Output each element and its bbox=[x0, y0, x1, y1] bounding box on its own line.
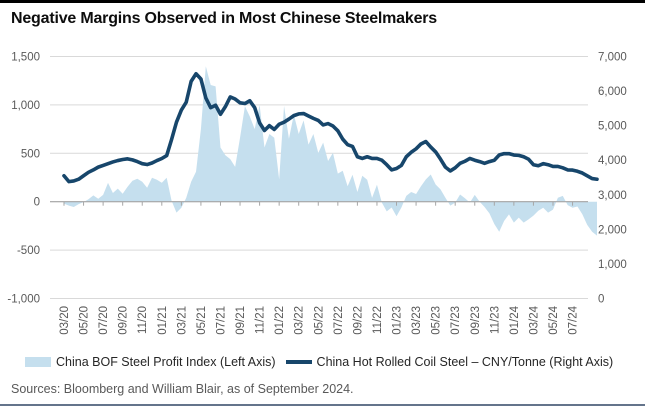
x-axis-tick-label: 11/22 bbox=[372, 306, 384, 334]
x-axis-tick-label: 03/20 bbox=[59, 306, 71, 335]
x-axis-tick-label: 07/21 bbox=[215, 306, 227, 335]
x-axis-tick-label: 09/23 bbox=[470, 306, 482, 335]
right-axis-tick-label: 0 bbox=[598, 294, 604, 306]
chart-title: Negative Margins Observed in Most Chines… bbox=[11, 10, 438, 27]
x-axis-tick-label: 09/22 bbox=[352, 306, 364, 335]
line-swatch-icon bbox=[285, 360, 312, 364]
x-axis-tick-label: 01/22 bbox=[274, 306, 286, 335]
x-axis-tick-label: 03/24 bbox=[528, 305, 540, 334]
chart-legend: China BOF Steel Profit Index (Left Axis)… bbox=[25, 355, 613, 369]
x-axis-tick-label: 03/22 bbox=[294, 306, 306, 335]
right-axis-tick-label: 6,000 bbox=[598, 86, 627, 98]
legend-label-hrc: China Hot Rolled Coil Steel – CNY/Tonne … bbox=[316, 355, 614, 369]
profit-index-area bbox=[64, 66, 597, 236]
left-axis-tick-label: 0 bbox=[34, 197, 40, 209]
x-axis-tick-label: 03/23 bbox=[411, 306, 423, 335]
x-axis-tick-label: 05/23 bbox=[431, 306, 443, 335]
x-axis-tick-label: 07/23 bbox=[450, 306, 462, 335]
hrc-price-line bbox=[62, 71, 599, 184]
x-axis-tick-label: 11/21 bbox=[255, 306, 267, 334]
x-axis-tick-label: 05/20 bbox=[79, 306, 91, 335]
x-axis-tick-label: 07/22 bbox=[333, 306, 345, 335]
x-axis-tick-label: 09/20 bbox=[118, 306, 130, 335]
bottom-divider bbox=[0, 404, 645, 406]
x-axis-tick-label: 05/21 bbox=[196, 306, 208, 335]
right-axis-tick-label: 3,000 bbox=[598, 190, 627, 202]
legend-label-profit-index: China BOF Steel Profit Index (Left Axis) bbox=[56, 355, 276, 369]
x-axis-tick-label: 01/21 bbox=[157, 306, 169, 335]
x-axis-tick-label: 05/22 bbox=[313, 306, 325, 335]
x-axis-tick-label: 01/23 bbox=[392, 306, 404, 335]
right-axis-tick-label: 5,000 bbox=[598, 121, 627, 133]
left-axis-tick-label: 1,500 bbox=[11, 52, 40, 64]
x-axis-tick-label: 07/24 bbox=[568, 305, 580, 334]
x-axis-tick-label: 01/24 bbox=[509, 305, 521, 334]
margin-chart: 1,500 1,000 500 0 -500 -1,000 7,000 6,000 5,000 4… bbox=[7, 52, 627, 335]
x-axis-tick-label: 05/24 bbox=[548, 305, 560, 334]
area-swatch-icon bbox=[25, 357, 51, 367]
legend-item-profit-index: China BOF Steel Profit Index (Left Axis) bbox=[25, 355, 276, 369]
left-axis-tick-label: -500 bbox=[17, 245, 40, 257]
x-axis-tick-label: 03/21 bbox=[176, 306, 188, 335]
left-axis-tick-label: 500 bbox=[21, 148, 40, 160]
left-axis-tick-label: -1,000 bbox=[7, 294, 40, 306]
x-axis-tick-label: 11/23 bbox=[489, 306, 501, 334]
legend-item-hrc: China Hot Rolled Coil Steel – CNY/Tonne … bbox=[285, 355, 614, 369]
plot-area-wrap: 1,500 1,000 500 0 -500 -1,000 7,000 6,000 5,000 4… bbox=[0, 3, 645, 358]
x-axis-tick-label: 11/20 bbox=[137, 306, 149, 334]
right-axis-tick-label: 1,000 bbox=[598, 259, 627, 271]
right-axis-tick-label: 4,000 bbox=[598, 155, 627, 167]
right-axis-tick-label: 2,000 bbox=[598, 224, 627, 236]
x-axis-tick-label: 07/20 bbox=[98, 306, 110, 335]
right-axis-tick-label: 7,000 bbox=[598, 52, 627, 64]
source-note: Sources: Bloomberg and William Blair, as… bbox=[11, 382, 354, 396]
x-axis-tick-label: 09/21 bbox=[235, 306, 247, 335]
left-axis-tick-label: 1,000 bbox=[11, 100, 40, 112]
